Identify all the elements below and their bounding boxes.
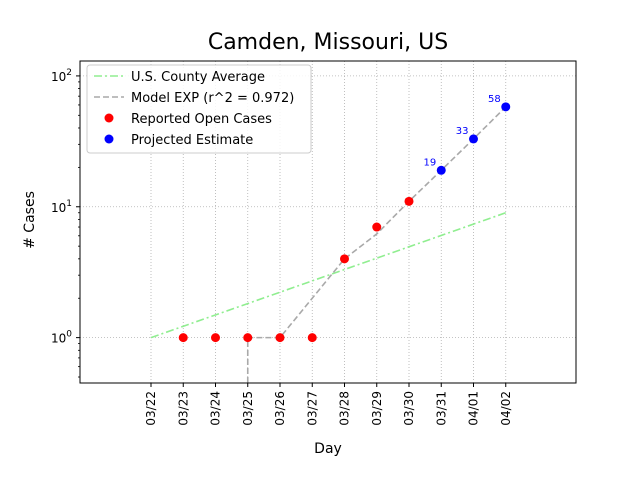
x-tick-label: 03/23 (176, 391, 190, 426)
legend-label: U.S. County Average (131, 70, 265, 85)
legend-label: Projected Estimate (131, 133, 253, 148)
data-point (436, 165, 446, 175)
data-point (178, 333, 188, 343)
data-point (211, 333, 220, 343)
x-tick-label: 03/24 (209, 391, 223, 426)
legend: U.S. County Average Model EXP (r^2 = 0.97… (86, 64, 312, 154)
legend-marker (104, 113, 114, 123)
data-point (501, 102, 511, 112)
legend-entry: Model EXP (r^2 = 0.972) (94, 91, 294, 106)
data-point (307, 333, 317, 343)
legend-entry: Reported Open Cases (104, 112, 272, 127)
x-tick-label: 03/25 (241, 391, 255, 426)
data-label: 33 (456, 126, 469, 137)
data-label: 19 (424, 157, 437, 168)
plot-frame (79, 60, 577, 384)
data-point (469, 134, 478, 144)
x-tick-label: 03/27 (305, 391, 319, 426)
x-tick-label: 03/28 (338, 391, 352, 426)
legend-entry: U.S. County Average (94, 70, 265, 85)
legend-label: Model EXP (r^2 = 0.972) (131, 91, 294, 106)
series-line (150, 211, 507, 339)
data-label: 58 (488, 94, 501, 105)
x-tick-label: 03/22 (144, 391, 158, 426)
legend-marker (104, 134, 114, 144)
y-tick-label: 102 (51, 68, 72, 84)
x-tick-label: 03/31 (434, 391, 448, 426)
data-point (372, 222, 382, 232)
axis-ticks: 03/22 03/23 03/24 03/25 03/26 03/27 03/28 03/29… (51, 68, 513, 426)
data-points (178, 102, 511, 343)
data-point (404, 196, 414, 206)
x-tick-label: 03/30 (402, 391, 416, 426)
x-axis-title: Day (314, 441, 342, 457)
legend-box (86, 64, 312, 154)
series-line (246, 106, 507, 383)
data-point (340, 254, 349, 264)
y-axis-title: # Cases (22, 191, 38, 249)
data-labels: 19 33 58 (424, 94, 501, 168)
data-point (275, 333, 285, 343)
series-lines (150, 106, 507, 383)
x-tick-label: 04/01 (467, 391, 481, 426)
legend-label: Reported Open Cases (131, 112, 272, 127)
x-tick-label: 04/02 (499, 391, 513, 426)
y-tick-label: 101 (51, 199, 72, 215)
x-tick-label: 03/29 (370, 391, 384, 426)
data-point (243, 333, 253, 343)
y-tick-label: 100 (51, 330, 72, 346)
chart-title: Camden, Missouri, US (208, 30, 448, 55)
x-tick-label: 03/26 (273, 391, 287, 426)
legend-entry: Projected Estimate (104, 133, 253, 148)
